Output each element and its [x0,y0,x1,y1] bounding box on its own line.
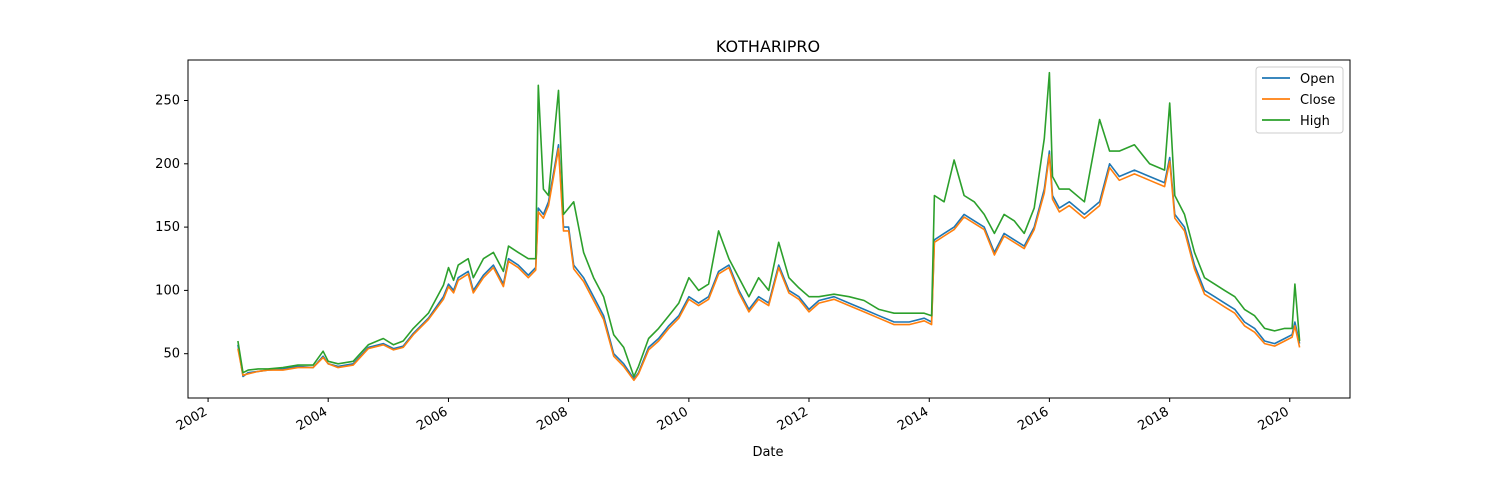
x-tick-label: 2002 [174,404,210,434]
x-tick-label: 2014 [895,404,931,434]
x-axis: 2002 2004 2006 2008 2010 2012 2014 2016 2018 2020 [174,398,1292,434]
series-layer [237,71,1301,382]
y-tick-label: 100 [155,283,180,298]
plot-area [187,59,1351,399]
x-tick-label: 2016 [1015,404,1051,434]
legend-label-open: Open [1300,72,1335,87]
x-tick-label: 2006 [414,404,450,434]
x-tick-label: 2020 [1256,404,1292,434]
legend-label-close: Close [1300,93,1335,108]
y-tick-label: 50 [163,347,180,362]
x-tick-label: 2012 [775,404,811,434]
y-tick-label: 250 [155,94,180,109]
x-tick-label: 2004 [294,404,330,434]
chart-title: KOTHARIPRO [716,37,820,56]
legend: Open Close High [1255,66,1344,134]
legend-box [1255,66,1344,134]
legend-label-high: High [1300,114,1330,129]
series-line-close [237,147,1301,382]
series-line-high [237,71,1301,378]
x-tick-label: 2008 [534,404,570,434]
x-tick-label: 2018 [1136,404,1172,434]
series-line-open [237,144,1301,380]
y-axis: 50 100 150 200 250 [155,94,188,362]
x-tick-label: 2010 [655,404,691,434]
y-tick-label: 200 [155,157,180,172]
y-tick-label: 150 [155,220,180,235]
x-axis-label: Date [752,445,783,460]
